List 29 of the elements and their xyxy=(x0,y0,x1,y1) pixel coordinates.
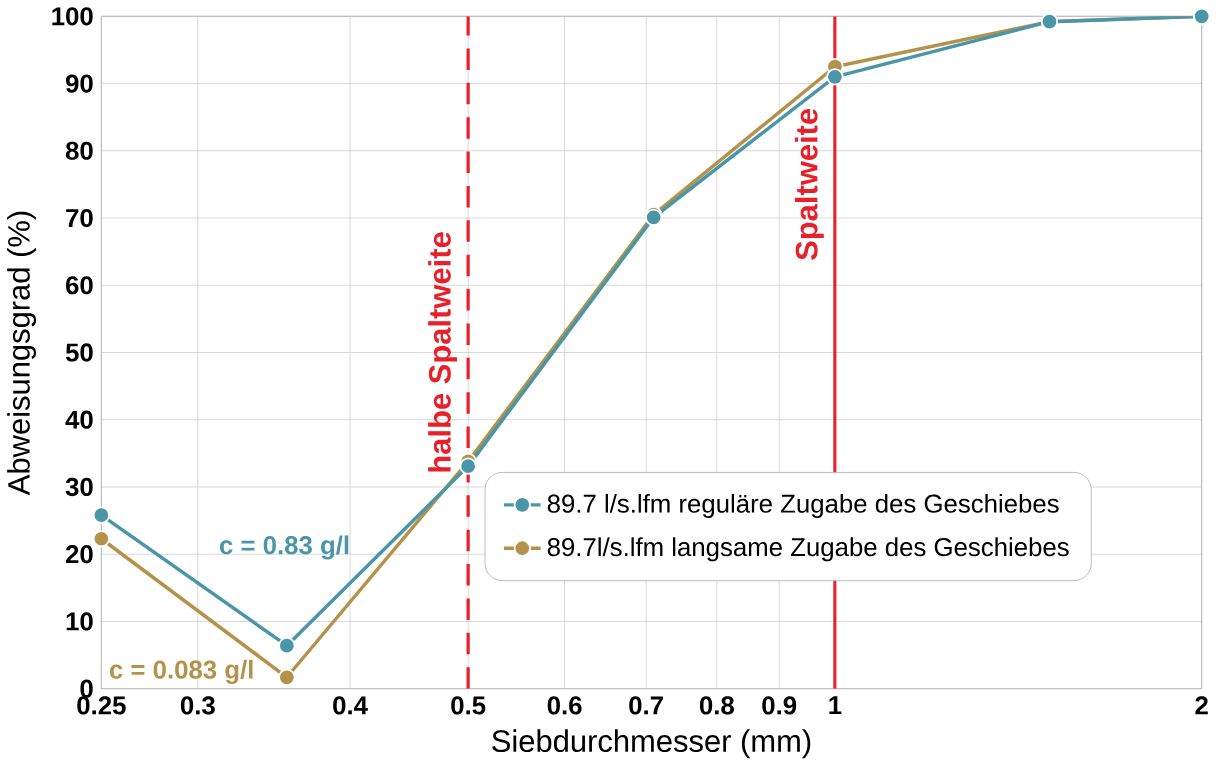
y-tick-label: 70 xyxy=(66,208,93,227)
y-tick-label: 80 xyxy=(65,141,93,160)
y-tick-label: 40 xyxy=(65,410,93,429)
y-tick-label: 50 xyxy=(65,343,93,362)
ref-line-label: Spaltweite xyxy=(794,108,824,260)
x-axis-title: Siebdurchmesser (mm) xyxy=(492,729,811,758)
x-tick-label: 0.5 xyxy=(451,696,486,715)
x-tick-label: 0.9 xyxy=(762,696,797,715)
annotation: c = 0.083 g/l xyxy=(109,659,253,684)
y-tick-label: 60 xyxy=(66,275,93,295)
x-tick-label: 1 xyxy=(829,696,842,714)
legend-label: 89.7 l/s.lfm reguläre Zugabe des Geschiebes xyxy=(547,493,1059,518)
annotation: c = 0.83 g/l xyxy=(219,535,349,560)
y-tick-label: 30 xyxy=(65,477,93,496)
y-tick-label: 10 xyxy=(66,612,93,631)
y-tick-label: 100 xyxy=(52,7,93,26)
x-tick-label: 2 xyxy=(1195,696,1208,715)
ref-line-label: halbe Spaltweite xyxy=(428,232,457,472)
x-tick-label: 0.4 xyxy=(333,696,368,715)
x-tick-label: 0.25 xyxy=(77,696,126,715)
x-tick-label: 0.3 xyxy=(180,696,215,715)
x-tick-label: 0.7 xyxy=(629,696,663,715)
y-tick-label: 0 xyxy=(80,679,93,698)
y-axis-title: Abweisungsgrad (%) xyxy=(7,211,37,495)
x-tick-label: 0.8 xyxy=(699,696,734,715)
y-tick-label: 90 xyxy=(65,74,93,93)
y-tick-label: 20 xyxy=(65,544,93,564)
legend-label: 89.7l/s.lfm langsame Zugabe des Geschiebes xyxy=(547,537,1069,562)
x-tick-label: 0.6 xyxy=(547,696,582,715)
